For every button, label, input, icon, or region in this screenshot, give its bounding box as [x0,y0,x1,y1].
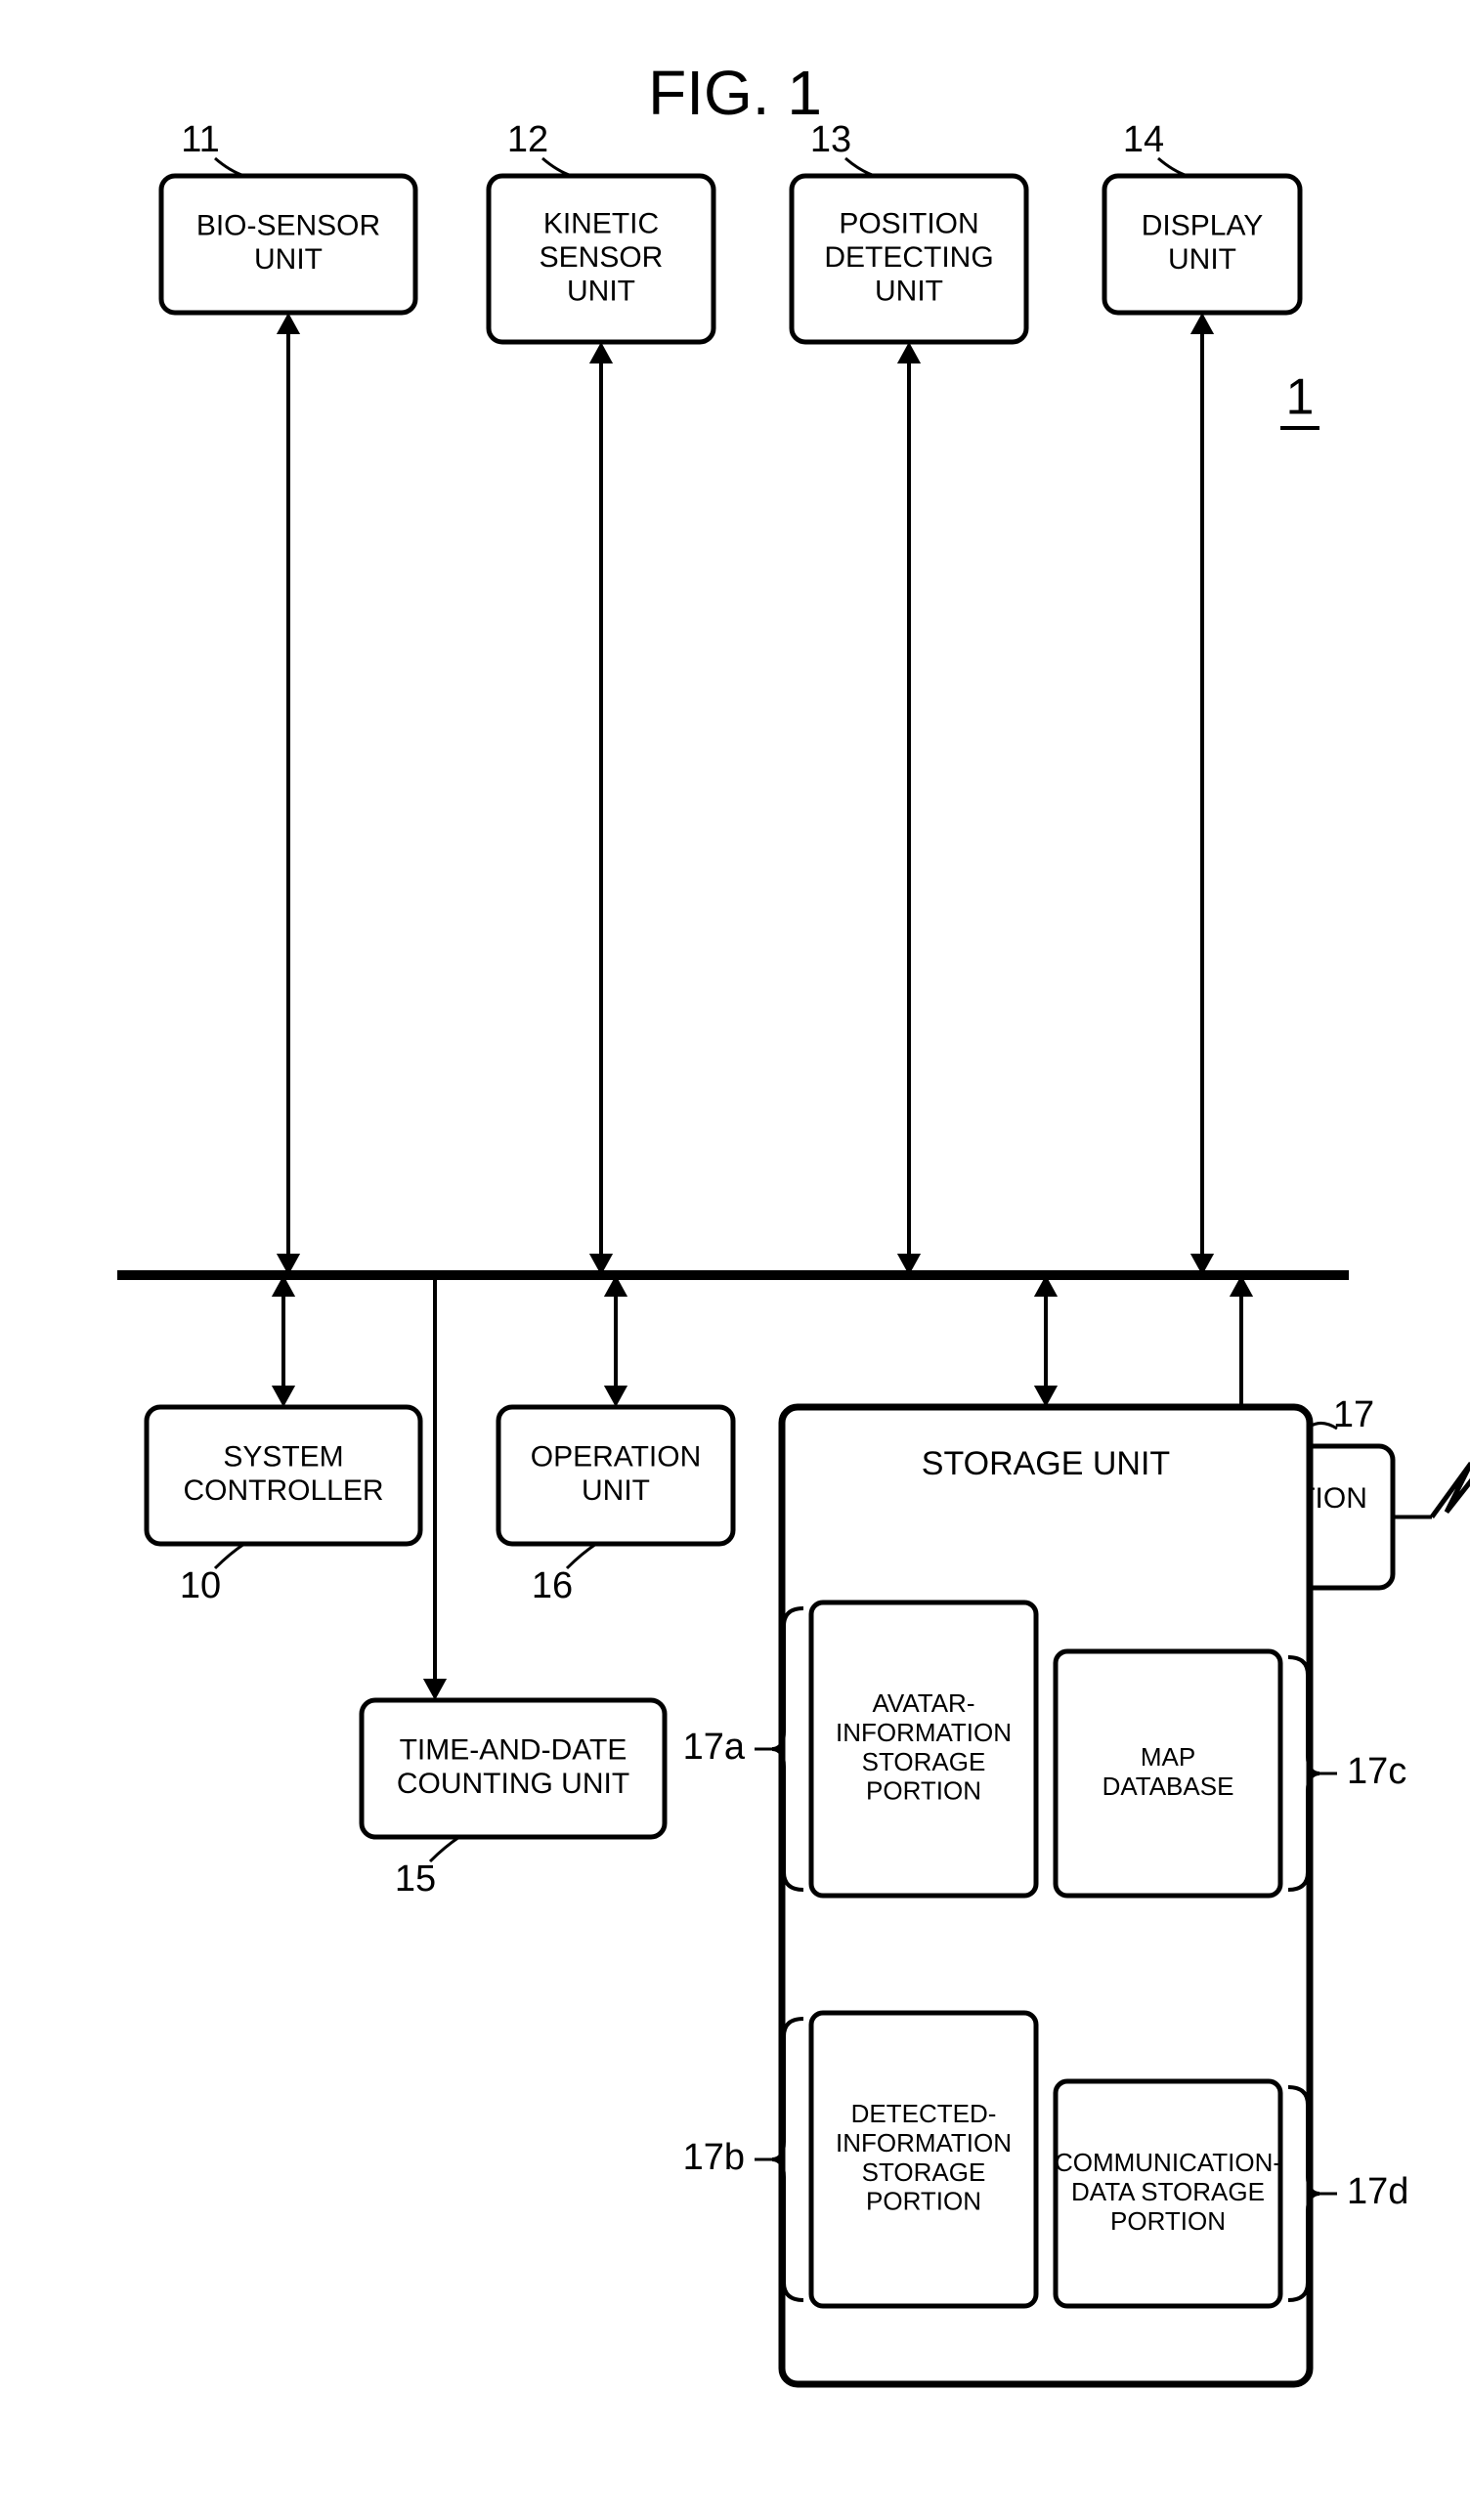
svg-text:10: 10 [180,1565,221,1606]
svg-text:17a: 17a [683,1727,746,1768]
svg-text:PORTION: PORTION [1110,2206,1226,2236]
svg-text:14: 14 [1123,119,1164,160]
svg-text:INFORMATION: INFORMATION [836,2128,1012,2157]
svg-text:11: 11 [181,119,219,160]
svg-text:UNIT: UNIT [567,275,635,307]
figure-title: FIG. 1 [648,58,822,128]
svg-text:UNIT: UNIT [582,1474,650,1507]
detected_info-portion: DETECTED-INFORMATIONSTORAGEPORTION 17b [683,2013,1036,2306]
svg-text:UNIT: UNIT [875,275,943,307]
svg-text:MAP: MAP [1141,1742,1195,1772]
svg-text:INFORMATION: INFORMATION [836,1718,1012,1747]
svg-text:PORTION: PORTION [866,1776,981,1806]
svg-text:17: 17 [1333,1394,1374,1435]
svg-text:TIME-AND-DATE: TIME-AND-DATE [400,1734,627,1767]
kinetic-block: KINETICSENSORUNIT 12 [489,119,713,342]
bio_sensor-block: BIO-SENSORUNIT 11 [161,119,415,313]
svg-text:KINETIC: KINETIC [543,207,659,239]
svg-text:UNIT: UNIT [1168,243,1236,276]
position-block: POSITIONDETECTINGUNIT 13 [792,119,1026,342]
svg-text:17b: 17b [683,2137,745,2178]
block-diagram: FIG. 11BIO-SENSORUNIT11KINETICSENSORUNIT… [0,0,1470,2520]
svg-text:CONTROLLER: CONTROLLER [183,1474,383,1507]
avatar_info-portion: AVATAR-INFORMATIONSTORAGEPORTION 17a [683,1602,1036,1896]
system_ctrl-block: SYSTEMCONTROLLER 10 [147,1407,420,1606]
comm_data-portion: COMMUNICATION-DATA STORAGEPORTION 17d [1055,2081,1408,2306]
svg-text:DISPLAY: DISPLAY [1142,210,1264,242]
display-block: DISPLAYUNIT 14 [1104,119,1300,313]
svg-text:SYSTEM: SYSTEM [223,1441,343,1474]
svg-text:DETECTING: DETECTING [824,241,993,274]
svg-text:17d: 17d [1347,2171,1408,2212]
svg-text:15: 15 [395,1858,436,1900]
storage-unit-title: STORAGE UNIT [922,1445,1170,1482]
svg-text:DATABASE: DATABASE [1102,1772,1234,1801]
svg-text:STORAGE: STORAGE [862,1747,986,1776]
time_date-block: TIME-AND-DATECOUNTING UNIT 15 [362,1700,665,1900]
svg-text:DETECTED-: DETECTED- [851,2099,997,2128]
svg-text:COMMUNICATION-: COMMUNICATION- [1055,2148,1281,2177]
svg-text:12: 12 [507,119,548,160]
map_db-portion: MAPDATABASE 17c [1056,1651,1406,1896]
operation-block: OPERATIONUNIT 16 [498,1407,733,1606]
svg-text:16: 16 [532,1565,573,1606]
svg-text:AVATAR-: AVATAR- [873,1688,975,1718]
svg-text:COUNTING UNIT: COUNTING UNIT [397,1768,629,1800]
svg-text:OPERATION: OPERATION [531,1441,701,1474]
svg-text:17c: 17c [1347,1751,1406,1792]
svg-text:DATA STORAGE: DATA STORAGE [1071,2177,1265,2206]
svg-text:13: 13 [810,119,851,160]
svg-text:UNIT: UNIT [254,243,323,276]
svg-text:STORAGE: STORAGE [862,2157,986,2187]
antenna-icon [1432,1444,1470,1517]
svg-text:PORTION: PORTION [866,2187,981,2216]
system-ref: 1 [1286,369,1315,426]
svg-text:BIO-SENSOR: BIO-SENSOR [196,210,380,242]
svg-text:SENSOR: SENSOR [540,241,664,274]
svg-text:POSITION: POSITION [839,207,978,239]
